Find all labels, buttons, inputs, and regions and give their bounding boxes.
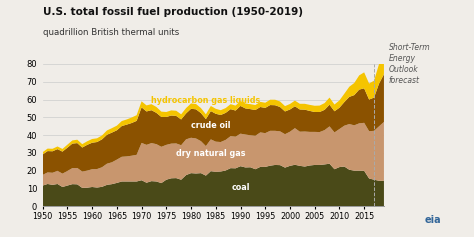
Text: coal: coal: [231, 183, 250, 192]
Text: hydrocarbon gas liquids: hydrocarbon gas liquids: [151, 96, 261, 105]
Text: crude oil: crude oil: [191, 121, 230, 130]
Text: quadrillion British thermal units: quadrillion British thermal units: [43, 28, 179, 37]
Text: dry natural gas: dry natural gas: [176, 149, 246, 158]
Text: U.S. total fossil fuel production (1950-2019): U.S. total fossil fuel production (1950-…: [43, 7, 303, 17]
Text: eia: eia: [424, 215, 441, 225]
Text: Short-Term
Energy
Outlook
forecast: Short-Term Energy Outlook forecast: [389, 43, 430, 85]
